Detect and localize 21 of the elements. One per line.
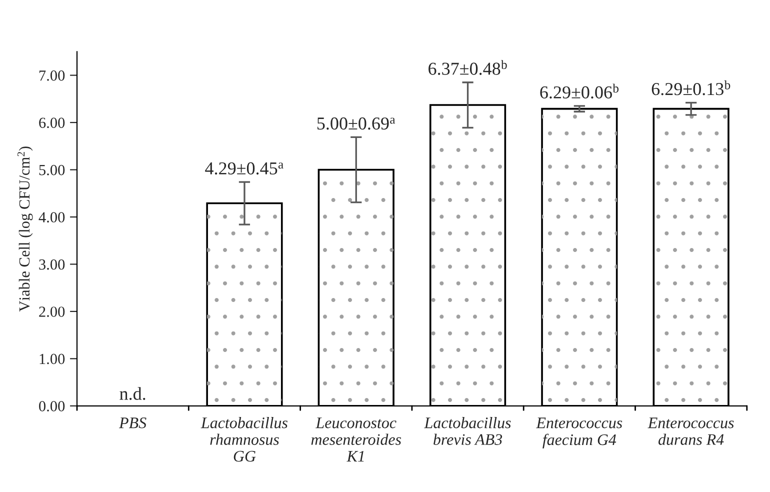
data-label: 5.00±0.69$^{a}$ <box>317 117 396 130</box>
x-tick-label: Enterococcus faecium G4 <box>536 418 622 448</box>
y-tick-label: 3.00 <box>39 259 65 270</box>
data-label: 6.29±0.06$^{b}$ <box>540 84 619 99</box>
y-axis-title: Viable Cell (log CFU/cm$^{2}$) <box>17 146 33 312</box>
text: n.d. <box>120 387 146 400</box>
data-label: 6.37±0.48$^{b}$ <box>428 60 507 75</box>
data-label: 6.29±0.13$^{b}$ <box>652 80 730 96</box>
x-tick-label: PBS <box>118 418 146 428</box>
y-tick-label: 1.00 <box>40 354 65 364</box>
y-tick-label: 4.00 <box>38 212 65 222</box>
x-tick-label: Enterococcus durans R4 <box>648 418 734 445</box>
y-tick-label: 7.00 <box>39 70 65 81</box>
y-tick-label: 2.00 <box>39 306 65 317</box>
x-tick-label: Leuconostoc mesenteroides K1 <box>311 418 402 462</box>
y-tick-label: 6.00 <box>39 118 65 128</box>
data-label: 4.29±0.45$^{a}$ <box>205 162 284 175</box>
x-tick-label: Lactobacillus rhamnosus GG <box>200 417 288 462</box>
y-tick-label: 5.00 <box>39 164 65 176</box>
x-tick-label: Lactobacillus brevis AB3 <box>424 417 511 445</box>
y-tick-label: 0.00 <box>39 401 65 412</box>
